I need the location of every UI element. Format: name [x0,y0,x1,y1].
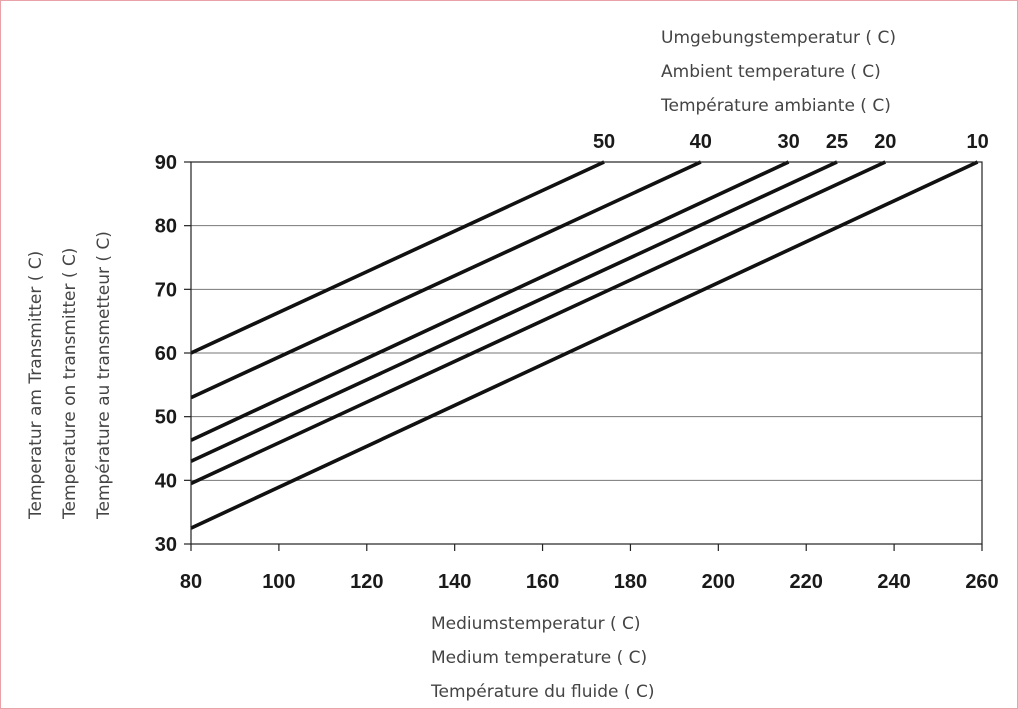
x-tick-label-80: 80 [180,571,202,593]
series-line-40 [190,160,702,400]
series-label-30: 30 [778,131,800,153]
y-tick-label-60: 60 [155,343,177,365]
series-label-25: 25 [826,131,848,153]
legend-title-de: Umgebungstemperatur ( C) [661,28,896,48]
series-label-20: 20 [874,131,896,153]
axis-ticks: 80 100 120 140 160 180 200 220 240 260 30 40 50 60 70 8… [155,152,999,593]
y-axis-title-de: Temperatur am Transmitter ( C) [26,251,46,520]
data-lines [190,160,979,530]
y-axis-title-en: Temperature on transmitter ( C) [60,248,80,520]
x-tick-label-120: 120 [350,571,383,593]
legend-title-fr: Température ambiante ( C) [660,96,891,116]
legend-title: Umgebungstemperatur ( C) Ambient tempera… [660,28,896,116]
legend-title-en: Ambient temperature ( C) [661,62,881,82]
y-tick-label-30: 30 [155,534,177,556]
x-tick-label-240: 240 [877,571,910,593]
x-tick-label-260: 260 [965,571,998,593]
x-axis-title-en: Medium temperature ( C) [431,648,647,668]
series-line-30 [190,160,790,442]
series-line-20 [190,160,887,486]
y-tick-label-80: 80 [155,216,177,238]
x-tick-label-140: 140 [438,571,471,593]
series-line-50 [190,160,605,355]
x-tick-label-100: 100 [262,571,295,593]
series-label-10: 10 [966,131,988,153]
x-tick-label-160: 160 [526,571,559,593]
series-label-40: 40 [690,131,712,153]
y-axis-title: Temperatur am Transmitter ( C) Temperatu… [26,231,114,520]
y-tick-label-70: 70 [155,279,177,301]
series-labels: 50 40 30 25 20 10 [593,131,989,153]
y-axis-title-fr: Température au transmetteur ( C) [94,231,114,520]
x-tick-label-200: 200 [702,571,735,593]
y-tick-label-90: 90 [155,152,177,174]
x-tick-label-180: 180 [614,571,647,593]
series-line-10 [190,160,979,530]
y-tick-label-50: 50 [155,407,177,429]
x-axis-title-de: Mediumstemperatur ( C) [431,614,641,634]
y-tick-label-40: 40 [155,470,177,492]
x-axis-title: Mediumstemperatur ( C) Medium temperatur… [430,614,654,702]
x-axis-title-fr: Température du fluide ( C) [430,682,654,702]
series-line-25 [190,160,838,463]
x-tick-label-220: 220 [790,571,823,593]
series-label-50: 50 [593,131,615,153]
gridlines [191,225,982,481]
